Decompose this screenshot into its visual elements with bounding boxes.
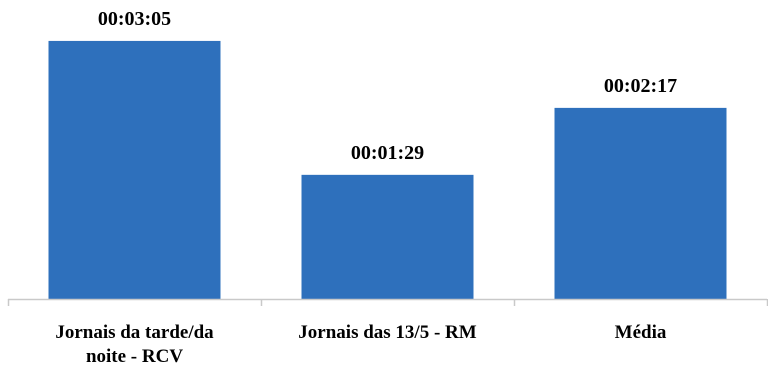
bars-group bbox=[48, 40, 727, 300]
bar-1 bbox=[301, 174, 474, 299]
category-label-0-line-1: noite - RCV bbox=[86, 346, 183, 367]
category-label-0-line-0: Jornais da tarde/da bbox=[55, 322, 214, 343]
category-label-1: Jornais das 13/5 - RM bbox=[298, 322, 476, 343]
category-label-2: Média bbox=[615, 322, 667, 343]
data-label-2: 00:02:17 bbox=[604, 75, 677, 97]
labels-group: 00:03:05 Jornais da tarde/da noite - RCV 00… bbox=[55, 8, 677, 367]
bar-2 bbox=[554, 107, 727, 299]
bar-0 bbox=[48, 40, 221, 300]
data-label-1: 00:01:29 bbox=[351, 142, 424, 164]
x-axis bbox=[7, 298, 768, 306]
data-label-0: 00:03:05 bbox=[98, 8, 171, 30]
